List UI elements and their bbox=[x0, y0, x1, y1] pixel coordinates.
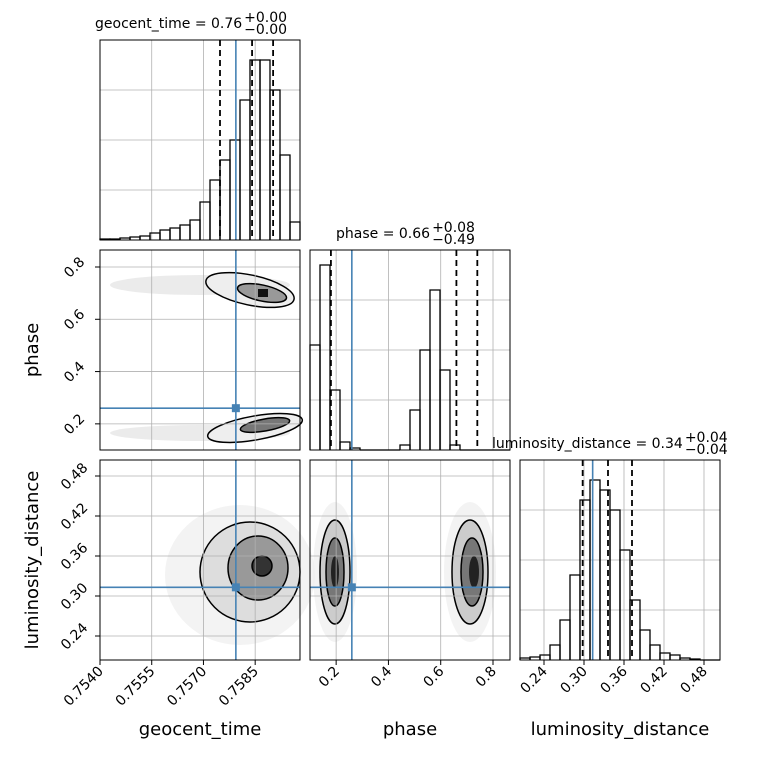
title-minus: −0.04 bbox=[685, 442, 728, 458]
x-tick-label: 0.36 bbox=[597, 663, 630, 696]
title-plus: +0.00 bbox=[244, 10, 287, 26]
histogram-bar bbox=[159, 229, 171, 240]
title-plus: +0.08 bbox=[432, 220, 475, 236]
histogram-bar bbox=[639, 629, 651, 660]
histogram-bar bbox=[349, 447, 361, 450]
histogram-bar bbox=[319, 264, 331, 450]
panel-frame bbox=[99, 39, 301, 241]
panel-frame bbox=[519, 459, 721, 661]
histogram-bar bbox=[409, 409, 421, 450]
truth-marker bbox=[347, 583, 356, 592]
histogram-bar bbox=[239, 99, 251, 240]
histogram-bar bbox=[399, 444, 411, 450]
title-minus: −0.00 bbox=[244, 22, 287, 38]
x-tick-label: 0.2 bbox=[316, 664, 343, 691]
histogram-bar bbox=[449, 444, 461, 450]
x-tick-label: 0.48 bbox=[677, 664, 710, 697]
histogram-bar bbox=[289, 221, 301, 240]
histogram-bar bbox=[669, 654, 681, 660]
x-tick-label: 0.7585 bbox=[216, 664, 262, 710]
x-axis-label: phase bbox=[383, 719, 437, 740]
truth-marker bbox=[231, 583, 240, 592]
y-tick-label: 0.24 bbox=[58, 620, 91, 653]
panel-frame bbox=[309, 249, 511, 451]
y-axis-label: phase bbox=[22, 323, 43, 377]
histogram-bar bbox=[609, 509, 621, 660]
title-text: phase = 0.66 bbox=[336, 226, 430, 242]
histogram-bar bbox=[139, 235, 151, 240]
x-tick-label: 0.8 bbox=[473, 664, 500, 691]
histogram-bar bbox=[589, 479, 601, 660]
x-tick-label: 0.30 bbox=[557, 664, 590, 697]
histogram-bar bbox=[179, 224, 191, 240]
title-text: geocent_time = 0.76 bbox=[95, 16, 242, 32]
panel-title: geocent_time = 0.76 bbox=[95, 16, 242, 32]
y-tick-label: 0.2 bbox=[61, 411, 88, 438]
histogram-bar bbox=[169, 227, 181, 240]
panel-frame bbox=[309, 459, 511, 661]
histogram-bar bbox=[189, 219, 201, 240]
histogram-bar bbox=[539, 654, 551, 660]
histogram-bar bbox=[329, 389, 341, 450]
y-tick-label: 0.4 bbox=[61, 359, 88, 386]
histogram-bar bbox=[439, 369, 451, 450]
y-tick-label: 0.42 bbox=[58, 500, 91, 533]
x-tick-label: 0.7570 bbox=[164, 664, 210, 710]
panel-frame bbox=[99, 459, 301, 661]
histogram-bar bbox=[219, 159, 231, 240]
histogram-bar bbox=[579, 499, 591, 660]
x-tick-label: 0.24 bbox=[517, 663, 550, 696]
density-decor bbox=[110, 271, 496, 645]
y-tick-label: 0.36 bbox=[58, 540, 91, 573]
histogram-bar bbox=[659, 652, 671, 660]
title-minus: −0.49 bbox=[432, 232, 475, 248]
histogram-bar bbox=[339, 441, 351, 450]
y-axis-label: luminosity_distance bbox=[22, 471, 43, 650]
x-tick-label: 0.7555 bbox=[113, 664, 159, 710]
x-tick-label: 0.7540 bbox=[61, 664, 107, 710]
x-tick-label: 0.6 bbox=[420, 663, 447, 690]
histogram-bar bbox=[209, 179, 221, 240]
histogram-bar bbox=[619, 549, 631, 660]
y-tick-label: 0.30 bbox=[58, 580, 91, 613]
y-tick-label: 0.8 bbox=[61, 254, 88, 281]
histogram-bar bbox=[199, 201, 211, 240]
truth-marker bbox=[231, 404, 240, 413]
histogram-bar bbox=[569, 574, 581, 660]
panel-title: phase = 0.66 bbox=[336, 226, 430, 242]
histogram-bar bbox=[429, 289, 441, 450]
x-tick-label: 0.42 bbox=[637, 664, 670, 697]
histogram-bar bbox=[559, 619, 571, 660]
title-plus: +0.04 bbox=[685, 430, 728, 446]
x-axis-label: geocent_time bbox=[139, 719, 262, 740]
histogram-bar bbox=[549, 644, 561, 660]
x-tick-label: 0.4 bbox=[368, 663, 395, 690]
y-tick-label: 0.6 bbox=[61, 306, 88, 333]
panel-frame bbox=[99, 249, 301, 451]
histogram-bar bbox=[259, 59, 271, 240]
histogram-bar bbox=[649, 644, 661, 660]
x-axis-label: luminosity_distance bbox=[531, 719, 710, 740]
panel-title: luminosity_distance = 0.34 bbox=[492, 436, 683, 452]
histogram-bar bbox=[269, 89, 281, 240]
y-tick-label: 0.48 bbox=[58, 460, 91, 493]
histogram-bar bbox=[309, 344, 321, 450]
histogram-bar bbox=[279, 154, 291, 240]
title-text: luminosity_distance = 0.34 bbox=[492, 436, 683, 452]
